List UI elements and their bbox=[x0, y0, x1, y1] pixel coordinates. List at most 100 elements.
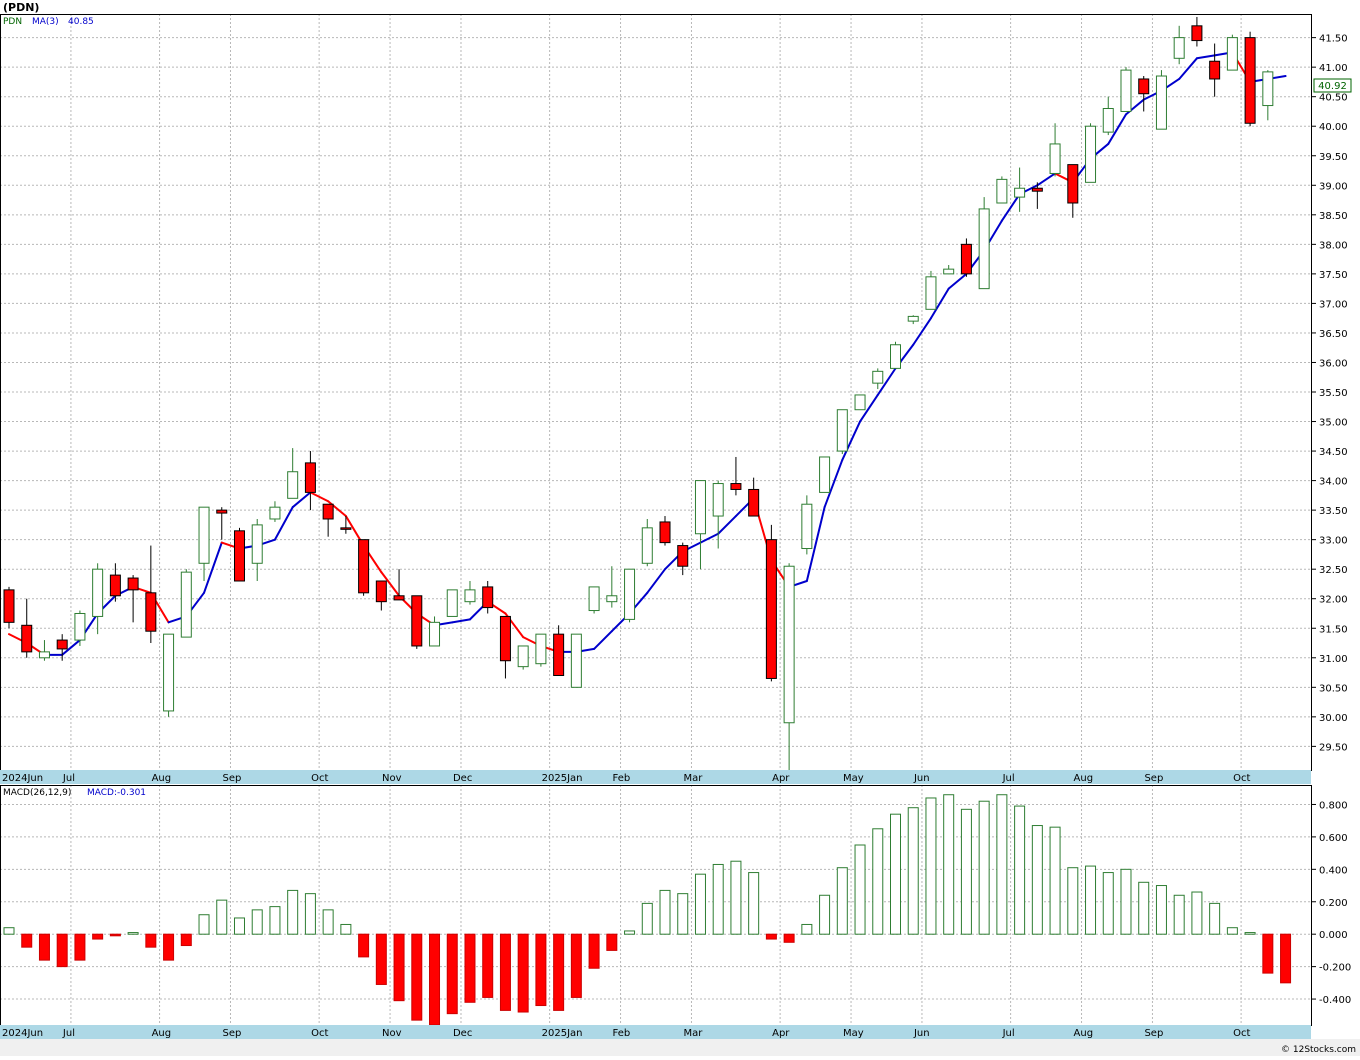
candle-body-up bbox=[588, 586, 600, 612]
macd-bar-positive bbox=[694, 873, 706, 935]
price-month-label: Aug bbox=[1074, 773, 1094, 784]
candle bbox=[287, 448, 299, 499]
ma3-segment bbox=[593, 630, 613, 650]
candle-body-down bbox=[1191, 25, 1203, 42]
macd-bar-positive bbox=[1120, 868, 1132, 935]
candle bbox=[854, 394, 866, 411]
candle-body-up bbox=[1226, 37, 1238, 71]
candle bbox=[535, 633, 547, 667]
macd-month-label: Sep bbox=[1144, 1028, 1163, 1039]
macd-tick-label: 0.000 bbox=[1319, 930, 1348, 941]
price-month-label: Oct bbox=[1233, 773, 1250, 784]
candle-body-up bbox=[570, 633, 582, 688]
candle bbox=[1173, 25, 1185, 65]
macd-bar-negative bbox=[21, 933, 33, 948]
candle bbox=[340, 516, 352, 534]
candle bbox=[38, 640, 50, 661]
macd-bar-positive bbox=[1102, 872, 1114, 935]
macd-bar-negative bbox=[588, 933, 600, 969]
macd-bar-negative bbox=[56, 933, 68, 968]
candle-body-up bbox=[1102, 108, 1114, 133]
macd-histogram bbox=[3, 794, 1292, 1026]
candle-body-up bbox=[978, 208, 990, 290]
candle-body-up bbox=[641, 527, 653, 564]
candle bbox=[801, 495, 813, 555]
candle bbox=[1244, 31, 1256, 127]
candle-body-down bbox=[375, 580, 387, 603]
candle-body-down bbox=[482, 586, 494, 609]
ma3-segment bbox=[1178, 57, 1198, 80]
macd-bar-negative bbox=[553, 933, 565, 1011]
price-tick-label: 32.50 bbox=[1319, 565, 1348, 576]
candlesticks bbox=[3, 16, 1274, 770]
macd-bar-positive bbox=[854, 844, 866, 935]
macd-bar-positive bbox=[819, 894, 831, 935]
candle-body-down bbox=[499, 615, 511, 662]
candle bbox=[1031, 182, 1043, 209]
candle bbox=[411, 595, 423, 649]
ma3-segment bbox=[929, 287, 950, 320]
macd-bar-positive bbox=[624, 930, 636, 935]
candle bbox=[109, 563, 121, 602]
candle-body-up bbox=[624, 568, 636, 620]
candle bbox=[960, 238, 972, 277]
price-month-label: Aug bbox=[152, 773, 172, 784]
macd-bar-positive bbox=[659, 889, 671, 935]
macd-month-label: Nov bbox=[382, 1028, 402, 1039]
candle bbox=[1120, 67, 1132, 112]
candle-body-up bbox=[1173, 37, 1185, 59]
price-month-label: Apr bbox=[772, 773, 790, 784]
macd-bar-positive bbox=[340, 923, 352, 935]
candle bbox=[1191, 16, 1203, 47]
candle bbox=[1067, 164, 1079, 218]
candle-body-down bbox=[1067, 164, 1079, 204]
price-tick-label: 35.50 bbox=[1319, 388, 1348, 399]
macd-month-label: Oct bbox=[311, 1028, 328, 1039]
macd-bar-positive bbox=[251, 909, 263, 935]
macd-bar-positive bbox=[890, 813, 901, 935]
macd-tick-label: -0.400 bbox=[1319, 995, 1351, 1006]
candle bbox=[765, 524, 777, 682]
price-month-label: Mar bbox=[683, 773, 703, 784]
candle-body-down bbox=[1244, 37, 1256, 124]
price-tick-label: 36.50 bbox=[1319, 329, 1348, 340]
macd-bar-positive bbox=[641, 902, 653, 935]
candle-body-up bbox=[712, 483, 724, 517]
macd-bar-positive bbox=[677, 893, 689, 935]
ma3-segment bbox=[912, 317, 932, 346]
candle bbox=[499, 615, 511, 679]
candle bbox=[730, 456, 742, 496]
price-month-label: Oct bbox=[311, 773, 328, 784]
ma3-segment bbox=[876, 367, 897, 396]
candle bbox=[269, 501, 281, 522]
macd-month-label: Jun bbox=[913, 1028, 930, 1039]
price-tick-label: 31.50 bbox=[1319, 624, 1348, 635]
macd-month-label: Feb bbox=[613, 1028, 631, 1039]
macd-tick-label: -0.200 bbox=[1319, 963, 1351, 974]
candle-body-down bbox=[1209, 60, 1221, 80]
price-month-label: Jul bbox=[62, 773, 75, 784]
ma3-segment bbox=[859, 393, 879, 423]
macd-month-label: 2024Jun bbox=[2, 1028, 43, 1039]
candle bbox=[517, 645, 529, 670]
candle-body-down bbox=[765, 539, 777, 679]
candle bbox=[322, 503, 334, 537]
macd-bar-positive bbox=[1067, 867, 1079, 935]
candle bbox=[127, 575, 139, 623]
macd-month-labels: 2024Jun Jul Aug Sep Oct Nov Dec 2025Jan Feb Mar Ap… bbox=[2, 1028, 1250, 1039]
candle-body-up bbox=[180, 571, 192, 638]
candle-body-up bbox=[1049, 143, 1061, 174]
candle bbox=[943, 265, 955, 275]
macd-bar-positive bbox=[1049, 826, 1061, 935]
candle-body-up bbox=[836, 409, 848, 452]
ma3-segment bbox=[947, 272, 968, 290]
macd-bar-negative bbox=[393, 933, 405, 1002]
candle-body-down bbox=[340, 527, 352, 530]
candle bbox=[996, 176, 1008, 204]
macd-bar-positive bbox=[960, 808, 972, 935]
macd-month-label: Jul bbox=[62, 1028, 75, 1039]
candle bbox=[624, 568, 636, 623]
macd-bar-positive bbox=[233, 917, 245, 935]
candle-body-up bbox=[517, 645, 529, 668]
